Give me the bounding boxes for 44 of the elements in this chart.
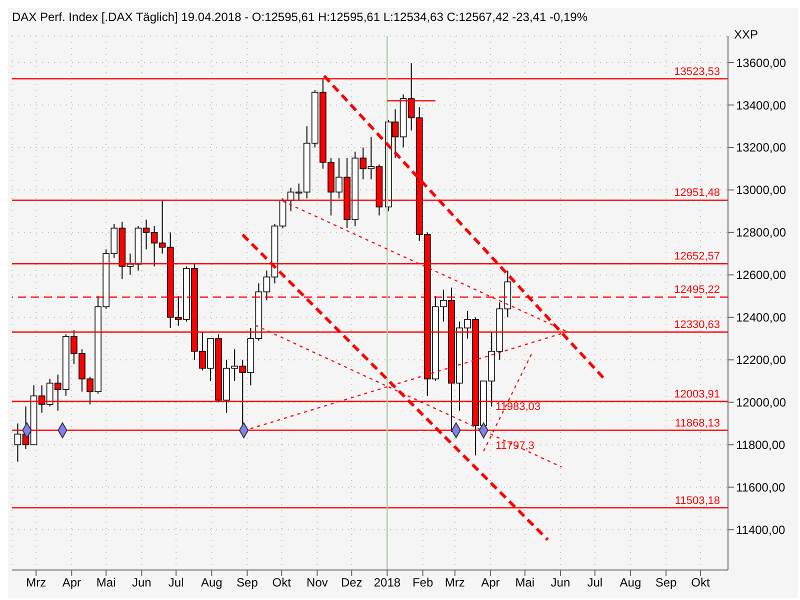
x-tick-label: Mrz [26,576,46,590]
y-tick-label: 12800,00 [736,226,786,240]
ref-line-label: 12330,63 [674,319,720,332]
x-tick-label: Nov [306,576,328,590]
x-tick-label: 2018 [374,576,401,590]
x-tick-label: Mai [515,576,535,590]
y-tick-label: 11800,00 [736,438,786,452]
y-tick-label: 13600,00 [736,56,786,70]
ref-line-label: 12495,22 [674,284,720,296]
ref-line-label: 13523,53 [674,66,720,78]
y-tick-label: 12600,00 [736,268,786,282]
x-tick-label: Apr [62,576,82,590]
x-tick-label: Sep [655,576,678,590]
y-tick-label: 12000,00 [736,396,786,410]
ref-line-label: 12003,91 [674,388,720,400]
x-tick-label: Apr [481,576,500,590]
y-tick-label: 13400,00 [736,98,786,112]
x-tick-label: Mrz [444,576,465,590]
x-tick-label: Dez [340,576,362,590]
y-tick-label: 13000,00 [736,183,786,198]
x-tick-label: Jun [550,576,570,590]
x-tick-label: Aug [620,576,642,590]
annotation: 11797,3 [495,440,534,452]
ref-line-label: 11868,13 [674,417,720,430]
chart-title: DAX Perf. Index [.DAX Täglich] 19.04.2018 - O:12595,61 H:12595,61 L:12534,63 C:12567,42 -23,41 -0,19% [11,9,589,26]
x-tick-label: Aug [200,576,222,590]
y-tick-label: 11600,00 [736,480,786,494]
ref-line-label: 11503,18 [674,494,720,507]
y-tick-label: 12400,00 [736,310,786,325]
x-tick-label: Okt [691,576,710,590]
x-tick-label: Mai [96,576,116,590]
y-axis-title: XXP [734,28,758,42]
y-tick-label: 12200,00 [736,353,786,368]
y-tick-label: 13200,00 [736,140,786,155]
x-tick-label: Okt [272,576,292,590]
x-tick-label: Jun [132,576,152,590]
x-tick-label: Jul [168,576,184,590]
annotation: 11983,03 [495,400,541,413]
ref-line-label: 12951,48 [674,187,720,200]
x-tick-label: Sep [236,576,258,590]
y-tick-label: 11400,00 [736,522,786,537]
ref-line-label: 12652,57 [674,250,720,263]
x-tick-label: Jul [587,576,603,590]
x-tick-label: Feb [412,576,434,590]
